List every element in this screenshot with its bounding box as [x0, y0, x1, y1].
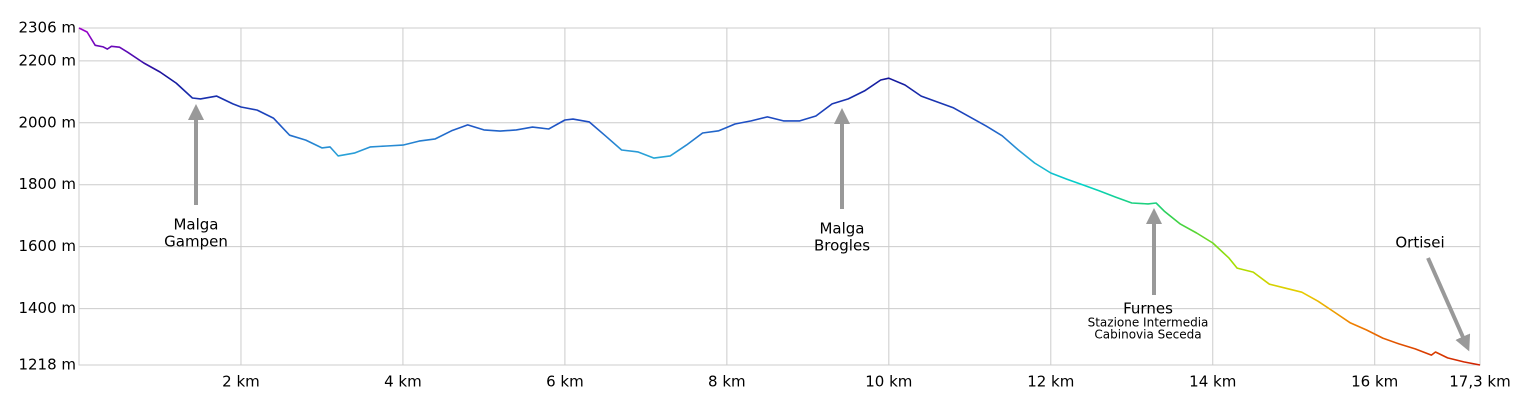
annotation-text: Ortisei — [1395, 234, 1444, 252]
x-tick-label: 16 km — [1351, 373, 1398, 391]
y-tick-label: 1400 m — [18, 299, 76, 317]
x-tick-label: 6 km — [546, 373, 584, 391]
annotation-text: Malga — [819, 220, 864, 238]
y-tick-label: 1800 m — [18, 175, 76, 193]
x-tick-label: 12 km — [1027, 373, 1074, 391]
x-tick-label: 10 km — [865, 373, 912, 391]
x-tick-label: 17,3 km — [1449, 373, 1510, 391]
y-tick-label: 2000 m — [18, 113, 76, 131]
x-tick-label: 2 km — [222, 373, 260, 391]
elevation-line — [78, 27, 1481, 366]
annotation-text: Malga — [173, 216, 218, 234]
plot-frame — [78, 27, 1481, 366]
y-tick-label: 1218 m — [18, 356, 76, 374]
x-tick-label: 8 km — [708, 373, 746, 391]
annotation-text: Brogles — [814, 237, 870, 255]
annotation-subtext: Stazione Intermedia — [1088, 316, 1209, 330]
annotation-arrow — [1426, 257, 1471, 352]
y-tick-label: 2306 m — [18, 19, 76, 37]
x-tick-label: 14 km — [1189, 373, 1236, 391]
x-tick-label: 4 km — [384, 373, 422, 391]
y-tick-label: 2200 m — [18, 51, 76, 69]
y-tick-label: 1600 m — [18, 237, 76, 255]
annotation-text: Furnes — [1123, 300, 1173, 318]
annotation-text: Gampen — [164, 233, 228, 251]
annotation-subtext: Cabinovia Seceda — [1094, 328, 1201, 342]
